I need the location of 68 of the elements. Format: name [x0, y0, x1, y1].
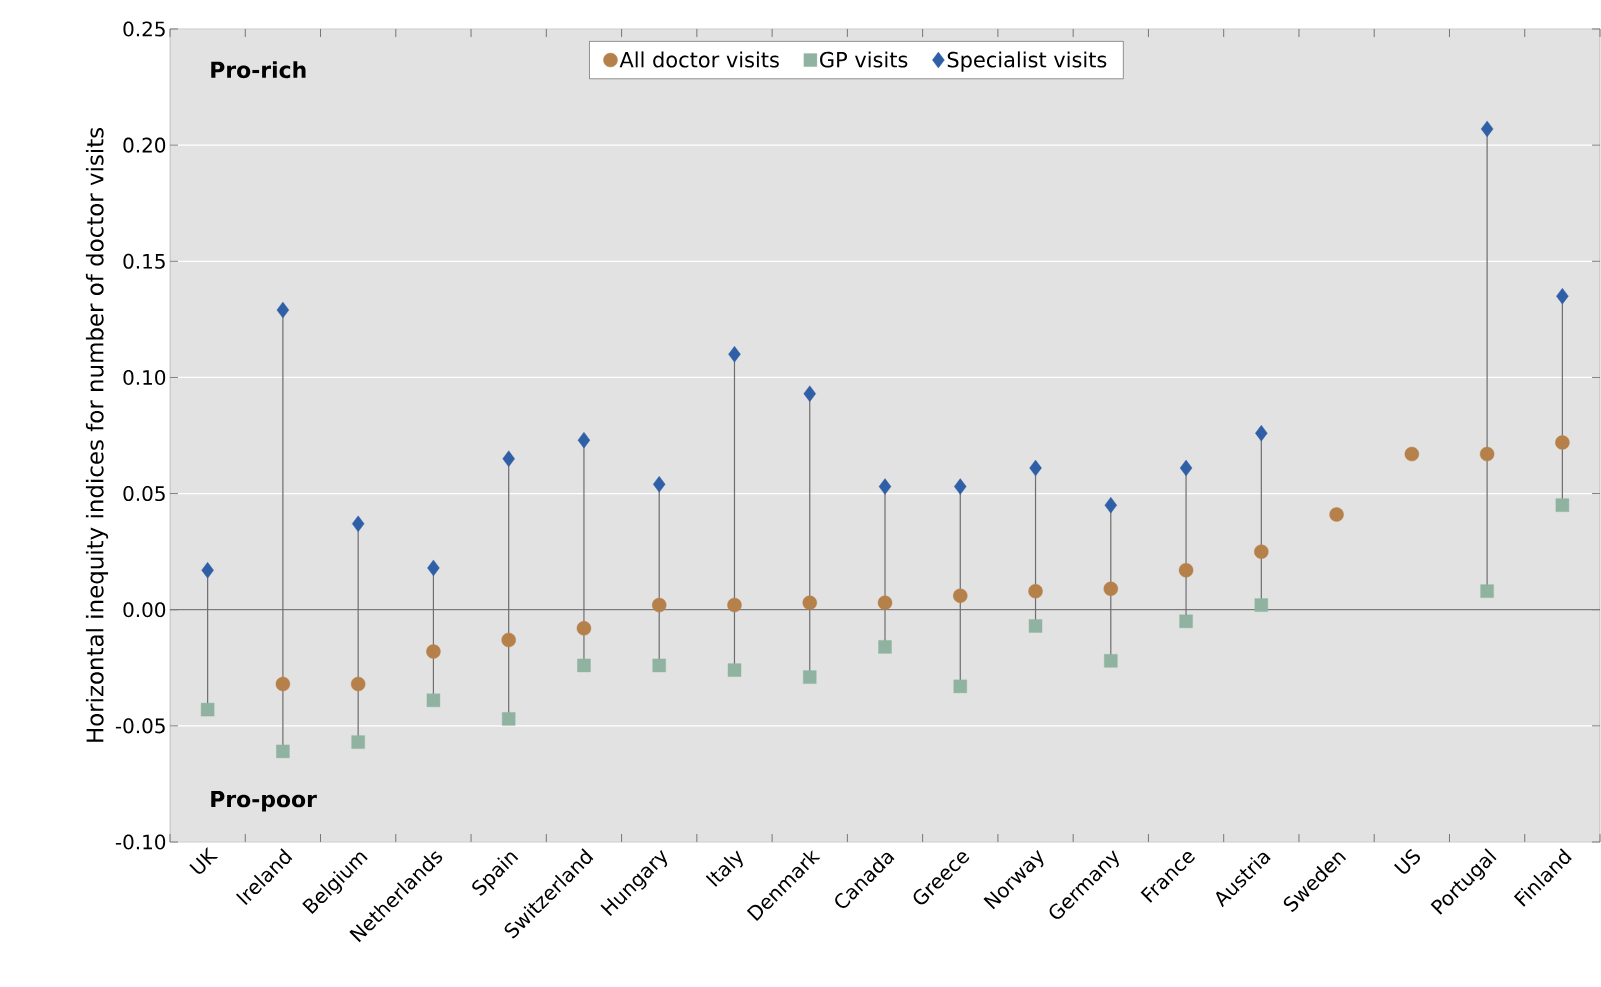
point — [1556, 287, 1569, 305]
point — [426, 693, 441, 707]
point — [727, 597, 742, 613]
y-tick-label: -0.10 — [115, 834, 166, 850]
point — [577, 431, 591, 449]
point — [878, 640, 892, 654]
point — [275, 676, 291, 692]
point — [803, 385, 816, 402]
point — [576, 621, 592, 636]
point — [1178, 563, 1194, 578]
point — [501, 712, 516, 726]
point — [1028, 619, 1043, 633]
point — [201, 562, 214, 579]
point — [426, 644, 441, 659]
point — [1480, 120, 1494, 138]
point — [652, 658, 666, 673]
y-tick-label: 0.25 — [123, 21, 165, 37]
x-tick-label: US — [1394, 848, 1420, 874]
point — [276, 301, 290, 319]
point — [502, 450, 515, 467]
legend-label: Specialist visits — [947, 51, 1107, 72]
annotation: Pro-rich — [211, 61, 306, 79]
point — [727, 663, 742, 677]
y-tick-label: 0.15 — [123, 253, 165, 269]
point — [803, 670, 817, 684]
point — [1179, 459, 1193, 477]
point — [1404, 446, 1420, 462]
point — [1555, 498, 1570, 512]
point — [1329, 507, 1344, 522]
y-axis-title: Horizontal inequity indices for number of doctor visits — [85, 127, 109, 742]
point — [1103, 581, 1118, 596]
point — [276, 744, 290, 759]
point — [1555, 435, 1570, 450]
point — [1255, 424, 1268, 442]
point — [427, 559, 440, 577]
point — [350, 676, 366, 692]
y-tick-label: 0.00 — [123, 602, 166, 618]
legend-label: GP visits — [820, 51, 908, 68]
y-tick-label: 0.10 — [123, 369, 166, 385]
point — [653, 476, 666, 493]
y-tick-label: 0.20 — [123, 137, 166, 153]
point — [728, 346, 741, 363]
point — [577, 658, 591, 673]
point — [351, 515, 365, 532]
point — [802, 595, 817, 610]
point — [1179, 614, 1193, 629]
point — [1480, 584, 1494, 598]
point — [501, 632, 516, 648]
point — [877, 595, 893, 610]
annotation: Pro-poor — [211, 791, 317, 812]
point — [953, 588, 968, 603]
y-tick-label: -0.05 — [115, 718, 165, 734]
point — [1104, 654, 1118, 668]
point — [1029, 459, 1042, 477]
y-tick-label: 0.05 — [123, 486, 165, 502]
point — [1104, 496, 1117, 514]
point — [1479, 446, 1495, 462]
point — [351, 735, 365, 749]
point — [878, 478, 892, 495]
point — [1028, 583, 1043, 599]
legend-label: All doctor visits — [619, 51, 779, 68]
point — [652, 597, 667, 613]
x-tick-label: UK — [189, 847, 219, 874]
point — [1254, 598, 1269, 612]
point — [200, 702, 215, 717]
point — [953, 679, 967, 694]
point — [954, 478, 967, 495]
point — [1254, 544, 1269, 559]
